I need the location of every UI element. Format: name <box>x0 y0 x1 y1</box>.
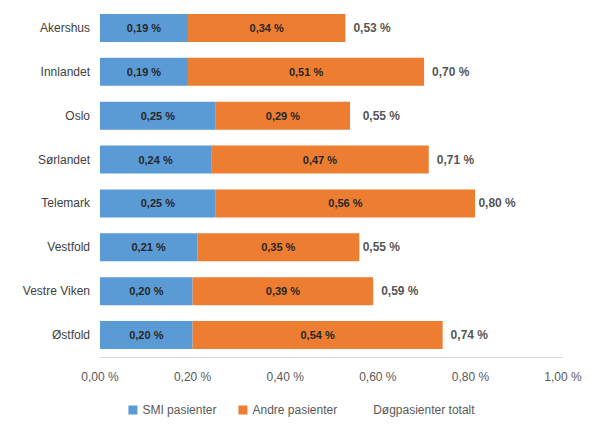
svg-text:1,00 %: 1,00 % <box>544 370 582 384</box>
svg-text:0,25 %: 0,25 % <box>141 110 175 122</box>
svg-text:Vestre Viken: Vestre Viken <box>23 284 90 298</box>
svg-text:0,71 %: 0,71 % <box>437 153 475 167</box>
svg-text:0,00 %: 0,00 % <box>81 370 119 384</box>
svg-text:0,35 %: 0,35 % <box>261 241 295 253</box>
svg-text:0,53 %: 0,53 % <box>353 21 391 35</box>
svg-text:0,25 %: 0,25 % <box>141 197 175 209</box>
svg-text:0,55 %: 0,55 % <box>363 109 401 123</box>
svg-text:0,59 %: 0,59 % <box>381 284 419 298</box>
svg-text:0,56 %: 0,56 % <box>328 197 362 209</box>
svg-text:0,39 %: 0,39 % <box>266 285 300 297</box>
svg-text:0,20 %: 0,20 % <box>129 329 163 341</box>
svg-text:0,55 %: 0,55 % <box>363 240 401 254</box>
svg-text:Akershus: Akershus <box>40 21 90 35</box>
svg-text:Innlandet: Innlandet <box>41 65 91 79</box>
svg-text:0,19 %: 0,19 % <box>127 66 161 78</box>
svg-text:0,70 %: 0,70 % <box>432 65 470 79</box>
svg-text:0,74 %: 0,74 % <box>451 328 489 342</box>
svg-text:Sørlandet: Sørlandet <box>38 153 91 167</box>
svg-text:SMI pasienter: SMI pasienter <box>142 403 216 417</box>
svg-text:Andre pasienter: Andre pasienter <box>252 403 337 417</box>
svg-text:0,21 %: 0,21 % <box>131 241 165 253</box>
svg-text:0,51 %: 0,51 % <box>289 66 323 78</box>
svg-text:0,19 %: 0,19 % <box>127 22 161 34</box>
svg-text:0,47 %: 0,47 % <box>303 154 337 166</box>
svg-text:Døgpasienter totalt: Døgpasienter totalt <box>373 403 475 417</box>
svg-text:0,80 %: 0,80 % <box>452 370 490 384</box>
svg-text:Østfold: Østfold <box>52 328 90 342</box>
svg-text:0,34 %: 0,34 % <box>250 22 284 34</box>
svg-text:0,29 %: 0,29 % <box>266 110 300 122</box>
svg-text:Vestfold: Vestfold <box>47 240 90 254</box>
svg-text:0,60 %: 0,60 % <box>359 370 397 384</box>
svg-text:0,80 %: 0,80 % <box>478 196 516 210</box>
svg-text:Telemark: Telemark <box>41 196 91 210</box>
svg-text:Oslo: Oslo <box>65 109 90 123</box>
svg-text:0,24 %: 0,24 % <box>138 154 172 166</box>
svg-text:0,40 %: 0,40 % <box>267 370 305 384</box>
svg-text:0,54 %: 0,54 % <box>300 329 334 341</box>
svg-text:0,20 %: 0,20 % <box>129 285 163 297</box>
svg-text:0,20 %: 0,20 % <box>174 370 212 384</box>
